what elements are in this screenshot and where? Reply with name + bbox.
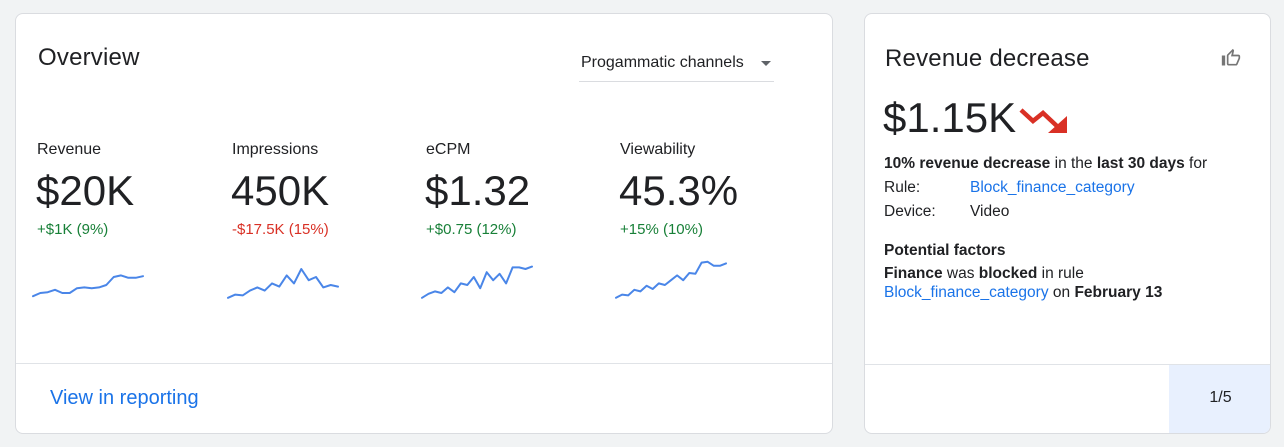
metric-label: Revenue (37, 141, 102, 158)
insight-summary: 10% revenue decrease in the last 30 days… (884, 155, 1207, 173)
device-value: Video (970, 203, 1010, 220)
overview-card: Overview Progammatic channels Revenue $2… (15, 13, 833, 434)
factor-on-text: on (1048, 284, 1075, 301)
metric-label: Impressions (232, 141, 319, 158)
metric-viewability[interactable]: Viewability 45.3% +15% (10%) (615, 139, 800, 309)
impressions-sparkline (227, 268, 339, 299)
metric-value: $20K (36, 167, 135, 214)
sparkline-line (421, 265, 533, 299)
metric-label: eCPM (426, 141, 471, 158)
metric-impressions[interactable]: Impressions 450K -$17.5K (15%) (227, 139, 412, 309)
factor-action: blocked (978, 265, 1038, 282)
metric-ecpm[interactable]: eCPM $1.32 +$0.75 (12%) (421, 139, 606, 309)
summary-text-end: for (1184, 155, 1208, 172)
metric-value: 45.3% (619, 167, 739, 214)
summary-period: last 30 days (1096, 155, 1185, 172)
sparkline-line (32, 274, 144, 298)
factor-text: was (942, 265, 979, 282)
factor-line: Finance was blocked in rule (884, 265, 1084, 283)
factors-heading: Potential factors (884, 242, 1006, 259)
rule-label: Rule: (884, 179, 921, 196)
device-label: Device: (884, 203, 936, 220)
sparkline-line (227, 268, 339, 299)
channel-select-value: Progammatic channels (581, 54, 744, 71)
metric-label: Viewability (620, 141, 696, 158)
factor-rule-link[interactable]: Block_finance_category (884, 284, 1049, 301)
sparkline-line (615, 260, 727, 299)
factor-text-end: in rule (1037, 265, 1084, 282)
view-in-reporting-link[interactable]: View in reporting (50, 387, 199, 409)
viewability-sparkline (615, 260, 727, 299)
device-row: Device: Video (884, 203, 1009, 221)
metric-delta: +15% (10%) (620, 221, 703, 238)
trending-down-icon (1019, 108, 1067, 133)
caret-down-icon (761, 61, 771, 66)
summary-highlight: 10% revenue decrease (884, 155, 1051, 172)
factor-category: Finance (884, 265, 943, 282)
thumb-up-outline-icon[interactable] (1221, 48, 1241, 68)
metric-delta: +$0.75 (12%) (426, 221, 517, 238)
overview-title: Overview (38, 44, 140, 71)
insight-value: $1.15K (883, 94, 1017, 141)
metric-delta: +$1K (9%) (37, 221, 109, 238)
channel-select-dropdown[interactable]: Progammatic channels (579, 48, 774, 82)
rule-row: Rule: Block_finance_category (884, 179, 1135, 197)
factor-rule-line: Block_finance_category on February 13 (884, 284, 1162, 302)
insight-pager[interactable]: 1/5 (1169, 365, 1270, 433)
pager-count: 1/5 (1209, 389, 1232, 406)
ecpm-sparkline (421, 265, 533, 299)
divider (16, 363, 832, 364)
metric-delta: -$17.5K (15%) (232, 221, 329, 238)
divider (865, 364, 1270, 365)
summary-text: in the (1050, 155, 1097, 172)
metric-value: 450K (231, 167, 330, 214)
metric-revenue[interactable]: Revenue $20K +$1K (9%) (32, 139, 217, 309)
revenue-sparkline (32, 274, 144, 298)
insight-title: Revenue decrease (885, 45, 1090, 72)
insight-card: Revenue decrease $1.15K 10% revenue decr… (864, 13, 1271, 434)
metric-value: $1.32 (425, 167, 531, 214)
factor-date: February 13 (1074, 284, 1163, 301)
rule-link[interactable]: Block_finance_category (970, 179, 1135, 196)
